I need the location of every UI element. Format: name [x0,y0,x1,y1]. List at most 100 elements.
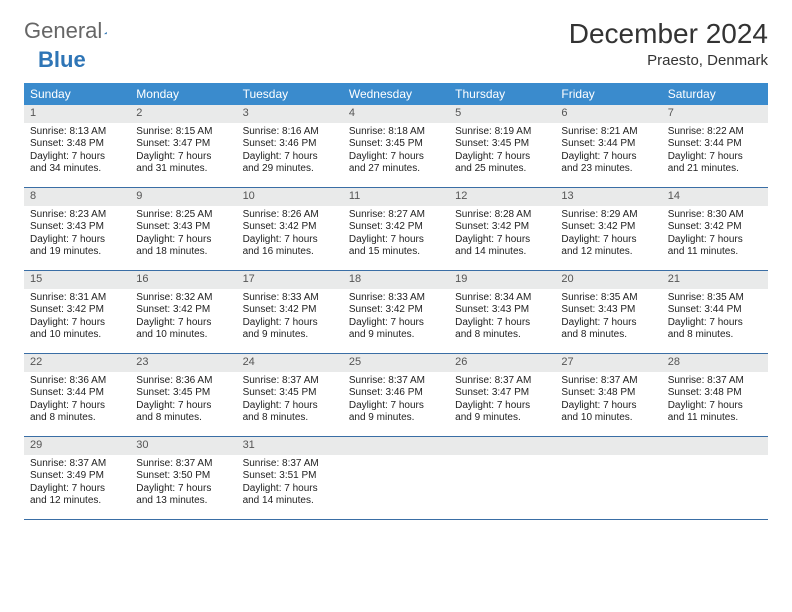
day-number: 15 [24,271,130,289]
day-body: Sunrise: 8:31 AMSunset: 3:42 PMDaylight:… [24,289,130,348]
daylight-line: Daylight: 7 hours and 31 minutes. [136,151,230,176]
day-body: Sunrise: 8:36 AMSunset: 3:45 PMDaylight:… [130,372,236,431]
day-cell: 17 Sunrise: 8:33 AMSunset: 3:42 PMDayligh… [237,271,343,353]
daylight-line: Daylight: 7 hours and 25 minutes. [455,151,549,176]
day-cell: 18Sunrise: 8:33 AMSunset: 3:42 PMDayligh… [343,271,449,353]
daylight-line: Daylight: 7 hours and 9 minutes. [243,317,337,342]
day-cell: 13Sunrise: 8:29 AMSunset: 3:42 PMDayligh… [555,188,661,270]
sunrise-line: Sunrise: 8:33 AM [243,292,337,305]
title-block: December 2024 Praesto, Denmark [569,18,768,69]
day-number: 22 [24,354,130,372]
sunset-line: Sunset: 3:44 PM [30,387,124,400]
sunset-line: Sunset: 3:42 PM [243,304,337,317]
day-body: Sunrise: 8:37 AMSunset: 3:46 PMDaylight:… [343,372,449,431]
day-body: Sunrise: 8:34 AMSunset: 3:43 PMDaylight:… [449,289,555,348]
daylight-line: Daylight: 7 hours and 8 minutes. [30,400,124,425]
sunset-line: Sunset: 3:45 PM [349,138,443,151]
day-cell: 7Sunrise: 8:22 AMSunset: 3:44 PMDaylight… [662,105,768,187]
day-number: 9 [130,188,236,206]
day-cell: 28Sunrise: 8:37 AMSunset: 3:48 PMDayligh… [662,354,768,436]
daylight-line: Daylight: 7 hours and 16 minutes. [243,234,337,259]
daylight-line: Daylight: 7 hours and 8 minutes. [561,317,655,342]
sunset-line: Sunset: 3:46 PM [349,387,443,400]
daylight-line: Daylight: 7 hours and 21 minutes. [668,151,762,176]
dow-sun: Sunday [24,83,130,105]
sunset-line: Sunset: 3:42 PM [668,221,762,234]
sunrise-line: Sunrise: 8:31 AM [30,292,124,305]
day-number: 30 [130,437,236,455]
daylight-line: Daylight: 7 hours and 23 minutes. [561,151,655,176]
day-number: 27 [555,354,661,372]
daylight-line: Daylight: 7 hours and 9 minutes. [349,400,443,425]
sunrise-line: Sunrise: 8:26 AM [243,209,337,222]
sunrise-line: Sunrise: 8:34 AM [455,292,549,305]
day-number: 23 [130,354,236,372]
day-number: 7 [662,105,768,123]
day-body: Sunrise: 8:21 AMSunset: 3:44 PMDaylight:… [555,123,661,182]
daylight-line: Daylight: 7 hours and 14 minutes. [243,483,337,508]
sunrise-line: Sunrise: 8:37 AM [30,458,124,471]
day-number: 12 [449,188,555,206]
day-cell: 24Sunrise: 8:37 AMSunset: 3:45 PMDayligh… [237,354,343,436]
day-number: 26 [449,354,555,372]
sunrise-line: Sunrise: 8:37 AM [136,458,230,471]
day-number: 11 [343,188,449,206]
day-body: Sunrise: 8:22 AMSunset: 3:44 PMDaylight:… [662,123,768,182]
month-title: December 2024 [569,18,768,50]
day-number: 3 [237,105,343,123]
day-body: Sunrise: 8:35 AMSunset: 3:44 PMDaylight:… [662,289,768,348]
day-number-empty [662,437,768,455]
location: Praesto, Denmark [569,52,768,69]
sunrise-line: Sunrise: 8:37 AM [455,375,549,388]
day-body: Sunrise: 8:13 AMSunset: 3:48 PMDaylight:… [24,123,130,182]
day-cell: 4Sunrise: 8:18 AMSunset: 3:45 PMDaylight… [343,105,449,187]
day-cell: 20Sunrise: 8:35 AMSunset: 3:43 PMDayligh… [555,271,661,353]
sunset-line: Sunset: 3:45 PM [136,387,230,400]
day-cell: 21Sunrise: 8:35 AMSunset: 3:44 PMDayligh… [662,271,768,353]
sunrise-line: Sunrise: 8:36 AM [136,375,230,388]
day-number: 17 [237,271,343,289]
week-row: 1Sunrise: 8:13 AMSunset: 3:48 PMDaylight… [24,105,768,188]
daylight-line: Daylight: 7 hours and 29 minutes. [243,151,337,176]
sunset-line: Sunset: 3:47 PM [455,387,549,400]
day-cell-empty [343,437,449,519]
week-row: 29Sunrise: 8:37 AMSunset: 3:49 PMDayligh… [24,437,768,520]
sunset-line: Sunset: 3:43 PM [136,221,230,234]
logo-triangle-icon [104,26,107,40]
daylight-line: Daylight: 7 hours and 27 minutes. [349,151,443,176]
day-cell: 22Sunrise: 8:36 AMSunset: 3:44 PMDayligh… [24,354,130,436]
day-body: Sunrise: 8:37 AMSunset: 3:47 PMDaylight:… [449,372,555,431]
sunrise-line: Sunrise: 8:28 AM [455,209,549,222]
daylight-line: Daylight: 7 hours and 11 minutes. [668,400,762,425]
day-number: 16 [130,271,236,289]
sunrise-line: Sunrise: 8:23 AM [30,209,124,222]
logo-text-blue: Blue [38,47,86,73]
sunrise-line: Sunrise: 8:27 AM [349,209,443,222]
sunrise-line: Sunrise: 8:35 AM [668,292,762,305]
weeks-container: 1Sunrise: 8:13 AMSunset: 3:48 PMDaylight… [24,105,768,520]
day-cell: 23Sunrise: 8:36 AMSunset: 3:45 PMDayligh… [130,354,236,436]
day-number: 20 [555,271,661,289]
day-cell: 27Sunrise: 8:37 AMSunset: 3:48 PMDayligh… [555,354,661,436]
daylight-line: Daylight: 7 hours and 10 minutes. [561,400,655,425]
day-number: 6 [555,105,661,123]
day-cell: 1Sunrise: 8:13 AMSunset: 3:48 PMDaylight… [24,105,130,187]
daylight-line: Daylight: 7 hours and 13 minutes. [136,483,230,508]
day-number: 25 [343,354,449,372]
sunrise-line: Sunrise: 8:30 AM [668,209,762,222]
sunset-line: Sunset: 3:42 PM [349,221,443,234]
day-cell: 25Sunrise: 8:37 AMSunset: 3:46 PMDayligh… [343,354,449,436]
day-body: Sunrise: 8:28 AMSunset: 3:42 PMDaylight:… [449,206,555,265]
day-body: Sunrise: 8:37 AMSunset: 3:48 PMDaylight:… [555,372,661,431]
dow-fri: Friday [555,83,661,105]
day-cell: 29Sunrise: 8:37 AMSunset: 3:49 PMDayligh… [24,437,130,519]
daylight-line: Daylight: 7 hours and 9 minutes. [455,400,549,425]
day-cell: 26Sunrise: 8:37 AMSunset: 3:47 PMDayligh… [449,354,555,436]
day-body: Sunrise: 8:37 AMSunset: 3:51 PMDaylight:… [237,455,343,514]
day-cell-empty [662,437,768,519]
sunset-line: Sunset: 3:42 PM [30,304,124,317]
day-cell: 10Sunrise: 8:26 AMSunset: 3:42 PMDayligh… [237,188,343,270]
day-number: 5 [449,105,555,123]
daylight-line: Daylight: 7 hours and 8 minutes. [136,400,230,425]
day-number-empty [449,437,555,455]
